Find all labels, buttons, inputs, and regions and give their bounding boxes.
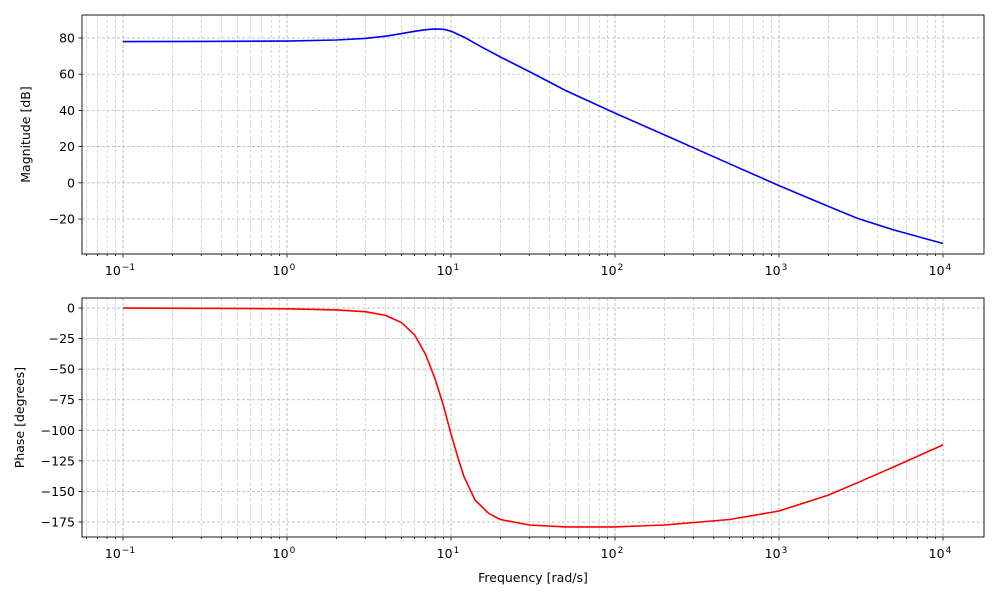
y-tick-label: −100 <box>41 423 75 438</box>
phase-curve <box>122 307 944 528</box>
x-tick-label: 101 <box>437 263 460 278</box>
x-tick-label: 102 <box>601 546 624 561</box>
x-tick-label: 104 <box>929 546 952 561</box>
y-tick-label: −150 <box>41 484 75 499</box>
y-tick-label: −20 <box>49 212 75 227</box>
y-tick-label: 0 <box>67 301 75 316</box>
x-tick-label: 100 <box>273 263 296 278</box>
y-tick-label: 0 <box>67 175 75 190</box>
magnitude-curve <box>122 28 944 245</box>
y-tick-label: −175 <box>41 514 75 529</box>
x-tick-label: 103 <box>765 546 788 561</box>
magnitude-axes: 80 60 40 20 0 −20 10−1 100 101 102 103 104 <box>49 14 985 278</box>
frequency-xlabel: Frequency [rad/s] <box>478 570 588 585</box>
y-tick-label: 20 <box>59 139 75 154</box>
x-tick-label: 10−1 <box>105 546 135 561</box>
phase-ylabel: Phase [degrees] <box>12 367 27 468</box>
phase-axes: 0 −25 −50 −75 −100 −125 −150 −175 10−1 100 101 102 1… <box>41 297 985 561</box>
y-tick-label: −75 <box>49 392 75 407</box>
x-tick-label: 101 <box>437 546 460 561</box>
x-tick-label: 103 <box>765 263 788 278</box>
x-tick-label: 10−1 <box>105 263 135 278</box>
y-tick-label: 80 <box>59 30 75 45</box>
y-tick-label: 60 <box>59 67 75 82</box>
y-tick-label: −125 <box>41 453 75 468</box>
y-tick-label: 40 <box>59 103 75 118</box>
x-tick-label: 100 <box>273 546 296 561</box>
y-tick-label: −25 <box>49 331 75 346</box>
x-tick-label: 102 <box>601 263 624 278</box>
x-tick-label: 104 <box>929 263 952 278</box>
magnitude-ylabel: Magnitude [dB] <box>18 86 33 182</box>
y-tick-label: −50 <box>49 362 75 377</box>
